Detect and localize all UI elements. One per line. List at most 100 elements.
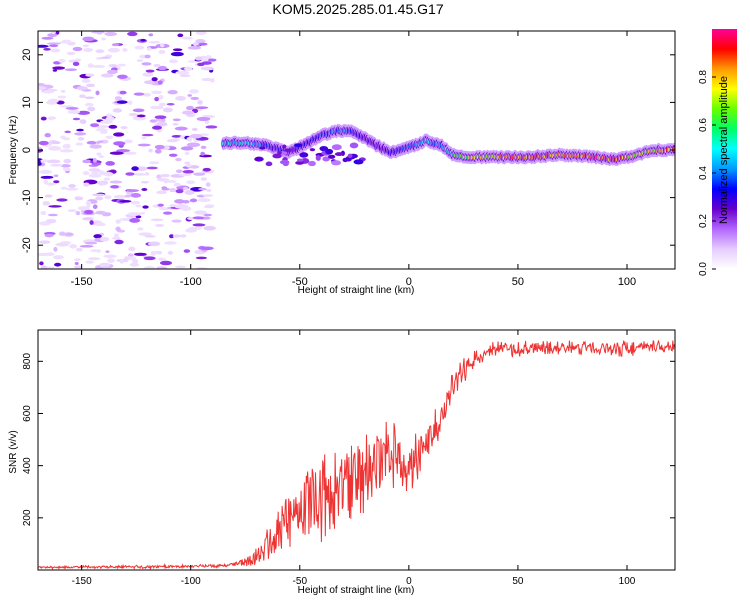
noise-blob xyxy=(85,73,95,77)
noise-blob xyxy=(192,42,198,47)
noise-blob xyxy=(87,63,94,68)
noise-blob xyxy=(189,89,199,94)
noise-blob xyxy=(104,195,112,200)
colorbar-tick-label: 0.2 xyxy=(698,214,709,228)
x-tick-label: -50 xyxy=(292,276,308,288)
noise-blob xyxy=(200,66,215,71)
noise-blob xyxy=(182,170,194,174)
x-tick-label: 50 xyxy=(512,276,524,288)
noise-blob xyxy=(164,241,177,245)
noise-blob xyxy=(117,63,127,67)
noise-blob xyxy=(95,49,105,54)
noise-blob xyxy=(53,174,59,177)
noise-blob xyxy=(171,135,182,138)
noise-blob xyxy=(156,190,167,195)
noise-blob xyxy=(83,182,90,187)
noise-blob xyxy=(140,211,145,215)
spectrogram-x-axis: -150 -100 -50 0 50 100 xyxy=(71,31,636,288)
ridge-scatter xyxy=(315,155,321,161)
noise-blob xyxy=(38,140,49,146)
noise-blob xyxy=(48,146,62,151)
ridge-scatter xyxy=(265,161,273,167)
noise-blob xyxy=(43,180,49,185)
chart-title: KOM5.2025.285.01.45.G17 xyxy=(272,1,443,17)
noise-blob xyxy=(91,162,102,166)
ridge-scatter xyxy=(290,148,296,152)
noise-blob xyxy=(106,69,118,74)
noise-blob xyxy=(186,136,192,142)
noise-blob xyxy=(115,226,121,232)
y-tick-label: -20 xyxy=(21,237,33,253)
noise-blob xyxy=(39,169,53,174)
x-tick-label: 0 xyxy=(406,276,412,288)
noise-blob xyxy=(148,33,154,37)
noise-blob xyxy=(166,180,177,183)
noise-blob xyxy=(40,159,49,163)
noise-blob xyxy=(154,250,161,254)
noise-blob xyxy=(143,266,156,269)
noise-blob xyxy=(95,210,107,215)
noise-blob xyxy=(96,125,106,130)
noise-blob xyxy=(88,173,102,178)
noise-blob xyxy=(157,65,167,71)
noise-blob xyxy=(86,83,96,88)
noise-blob xyxy=(154,115,167,120)
noise-blob xyxy=(143,256,156,261)
noise-blob xyxy=(166,103,175,106)
noise-blob xyxy=(40,175,54,179)
noise-blob xyxy=(104,31,118,37)
noise-blob xyxy=(187,226,202,231)
noise-blob xyxy=(142,92,151,97)
snr-plot-area xyxy=(38,339,675,570)
noise-blob xyxy=(125,172,135,176)
noise-blob xyxy=(159,173,170,178)
noise-blob xyxy=(107,258,115,263)
noise-blob xyxy=(47,213,58,217)
noise-blob xyxy=(129,262,139,267)
noise-blob xyxy=(82,217,94,221)
ridge-scatter xyxy=(308,160,316,167)
noise-blob xyxy=(79,119,87,124)
noise-blob xyxy=(100,56,111,59)
x-tick-label: -100 xyxy=(181,576,201,587)
noise-blob xyxy=(57,95,67,99)
noise-blob xyxy=(67,109,81,114)
noise-blob xyxy=(91,31,105,34)
noise-blob xyxy=(92,193,105,197)
noise-blob xyxy=(60,89,66,93)
noise-blob xyxy=(75,211,81,216)
noise-blob xyxy=(44,133,51,138)
noise-blob xyxy=(184,190,195,195)
x-tick-label: -150 xyxy=(72,576,92,587)
noise-blob xyxy=(75,142,84,146)
colorbar-tick-label: 0.0 xyxy=(698,262,709,276)
noise-blob xyxy=(192,216,205,220)
noise-blob xyxy=(168,153,178,157)
noise-blob xyxy=(203,205,214,209)
noise-blob xyxy=(119,258,124,264)
noise-blob xyxy=(65,143,71,149)
y-tick-label: 200 xyxy=(22,509,33,526)
noise-blob xyxy=(148,148,153,153)
ridge-scatter xyxy=(277,150,282,155)
noise-blob xyxy=(174,199,185,204)
noise-blob xyxy=(82,44,90,48)
y-tick-label: 400 xyxy=(22,457,33,474)
noise-blob xyxy=(203,225,216,231)
y-tick-label: 800 xyxy=(22,353,33,370)
noise-blob xyxy=(201,78,213,82)
noise-blob xyxy=(67,209,77,212)
noise-blob xyxy=(155,223,165,227)
noise-blob xyxy=(137,227,144,231)
noise-blob xyxy=(58,58,66,63)
noise-blob xyxy=(73,258,81,262)
noise-blob xyxy=(88,168,101,172)
colorbar: 0.0 0.2 0.4 0.6 0.8 Normalized spectral ampl… xyxy=(698,29,737,276)
noise-blob xyxy=(186,142,201,148)
noise-blob xyxy=(68,184,76,188)
noise-blob xyxy=(207,58,217,62)
snr-panel: -150 -100 -50 0 50 100 200 400 600 800 Height of… xyxy=(8,329,676,596)
noise-blob xyxy=(189,198,198,203)
noise-blob xyxy=(50,163,63,167)
noise-blob xyxy=(192,223,206,227)
